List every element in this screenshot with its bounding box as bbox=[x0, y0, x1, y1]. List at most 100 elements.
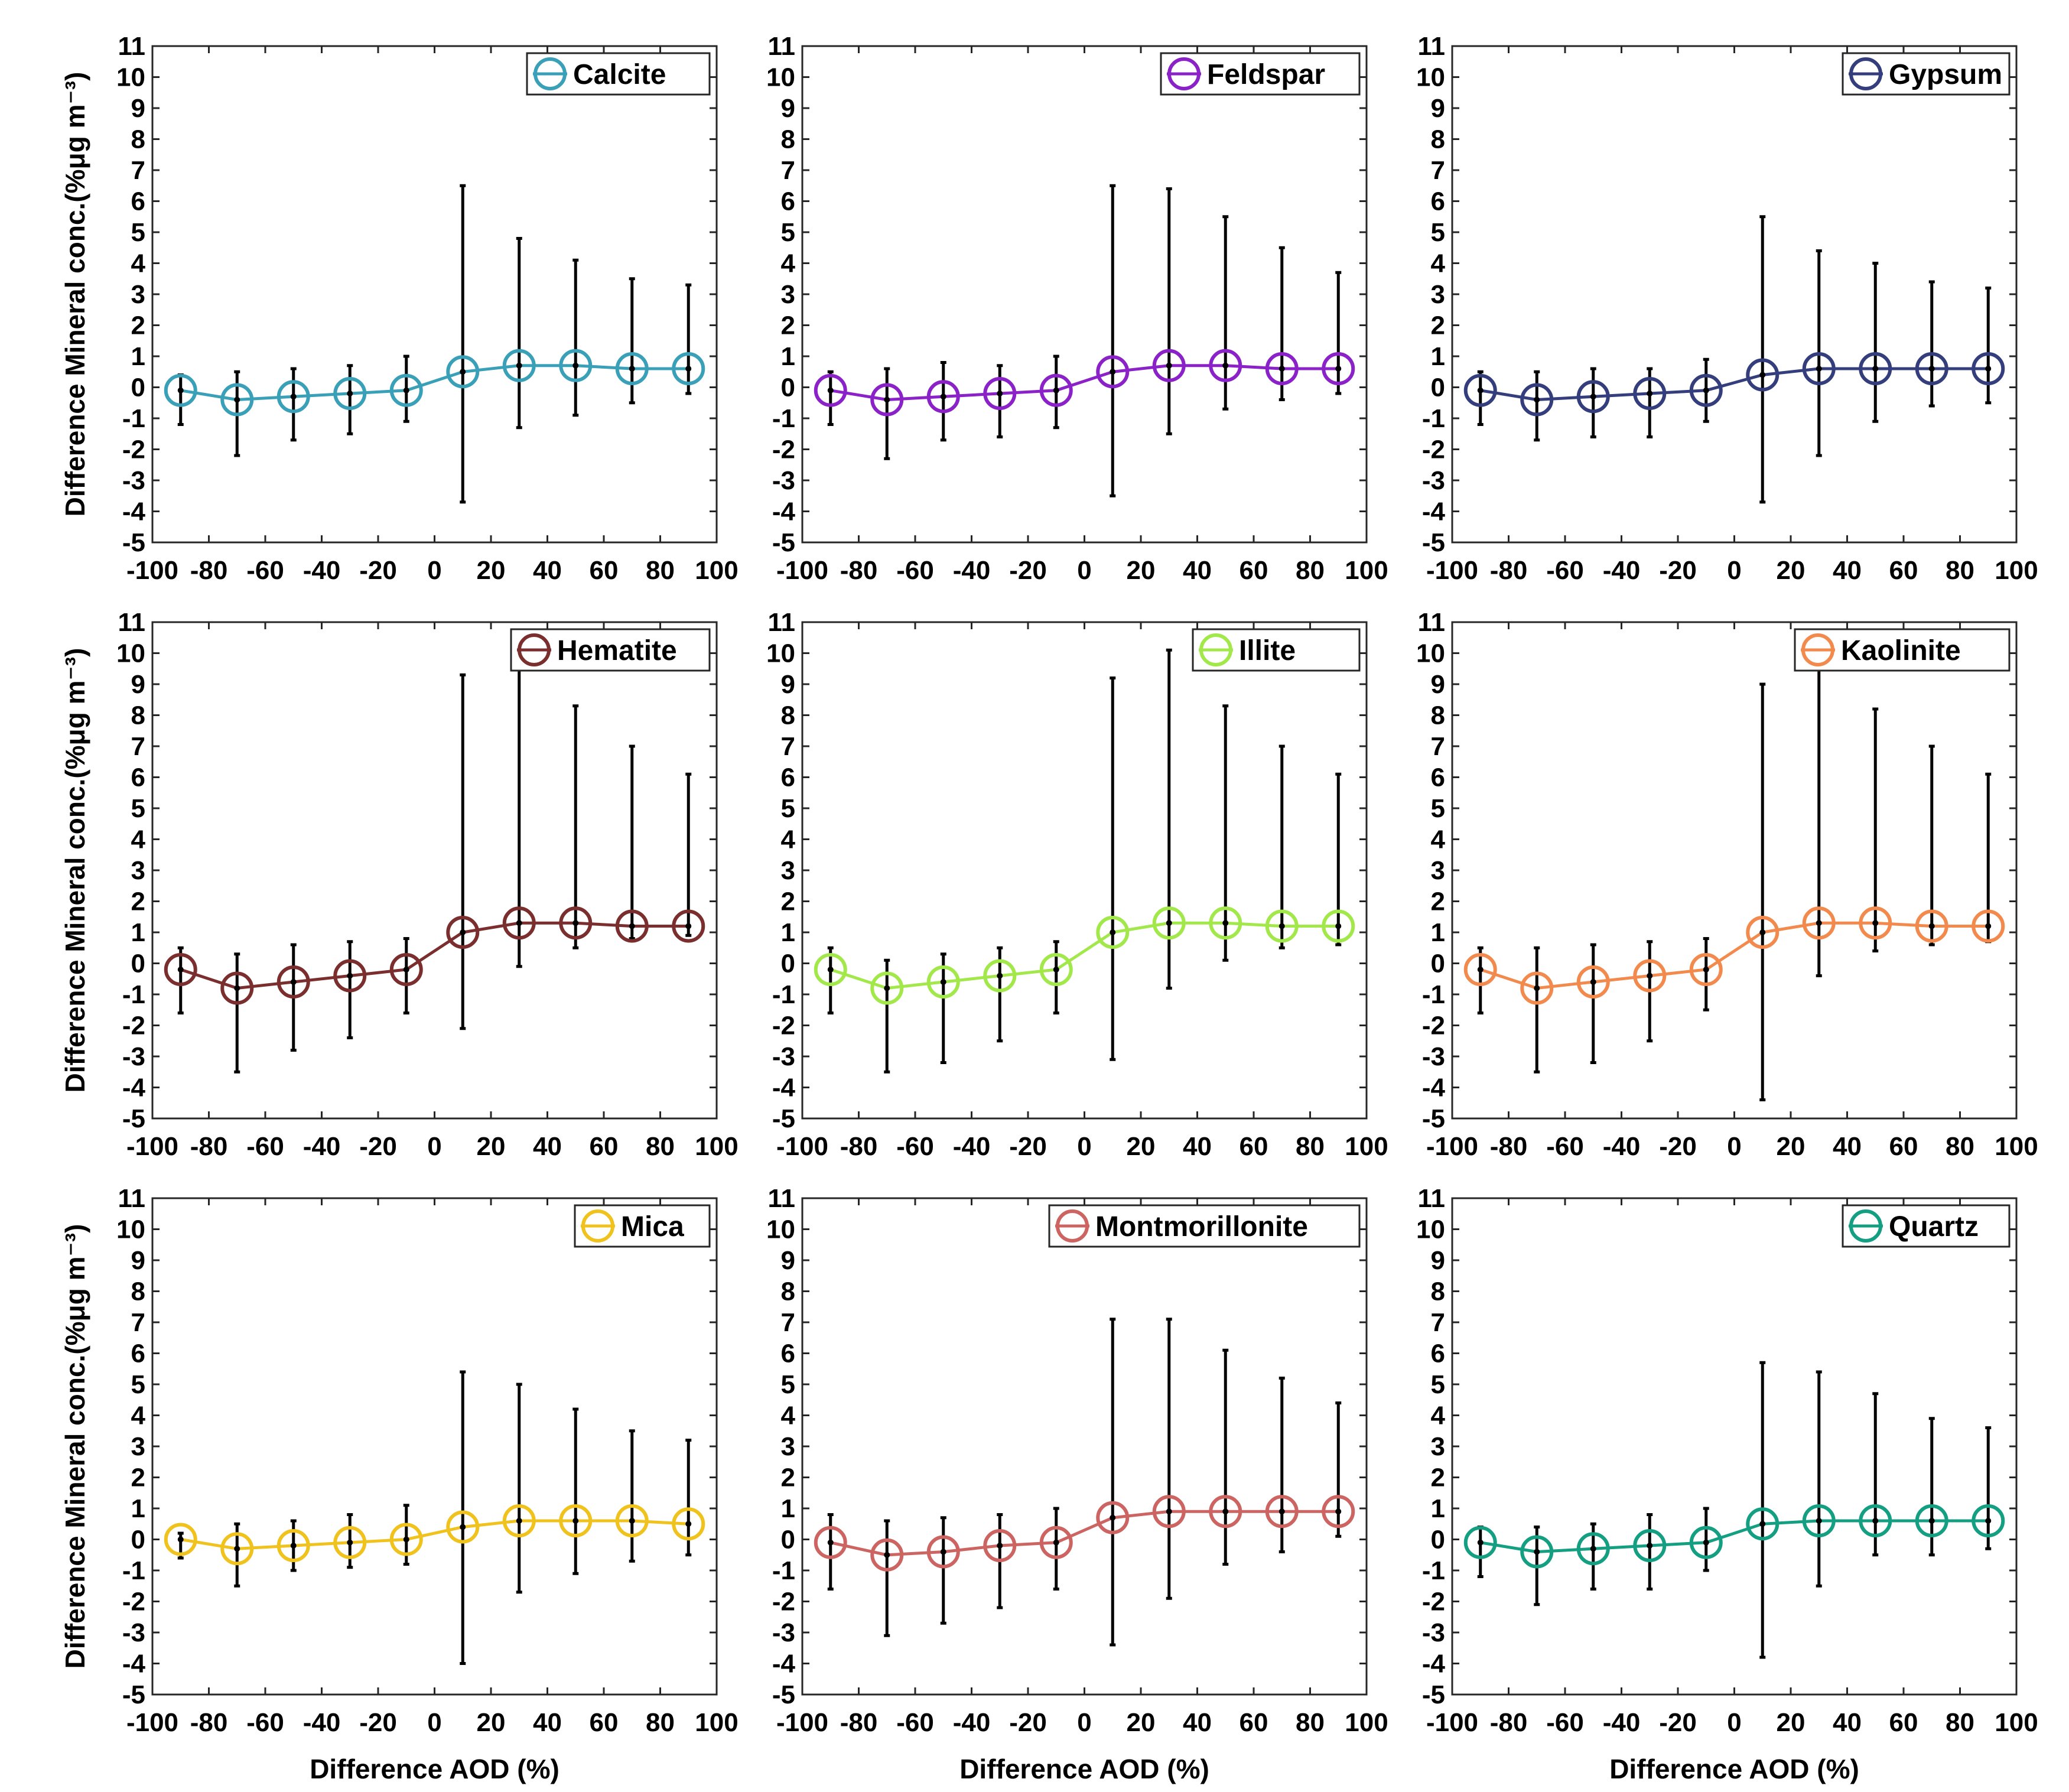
y-tick-label: 3 bbox=[131, 856, 145, 885]
x-tick-label: 80 bbox=[1946, 556, 1974, 585]
data-point bbox=[276, 1529, 310, 1562]
x-tick-label: -40 bbox=[953, 1132, 991, 1161]
x-tick-label: -100 bbox=[1426, 1708, 1478, 1737]
data-point-center bbox=[1222, 1508, 1229, 1515]
legend-feldspar: Feldspar bbox=[1160, 52, 1361, 96]
y-tick-label: 3 bbox=[781, 1432, 795, 1461]
legend-marker bbox=[533, 57, 567, 90]
y-tick-label: -3 bbox=[772, 1042, 795, 1071]
y-tick-label: 8 bbox=[1431, 125, 1445, 154]
y-tick-label: 9 bbox=[1431, 94, 1445, 123]
axes-box bbox=[151, 45, 718, 544]
x-tick-label: -60 bbox=[1546, 556, 1584, 585]
data-point bbox=[1689, 373, 1723, 407]
x-tick-label: -80 bbox=[190, 1708, 228, 1737]
x-tick-label: 40 bbox=[1833, 1132, 1862, 1161]
data-point bbox=[1859, 906, 1892, 940]
x-tick-label: -40 bbox=[1603, 1708, 1641, 1737]
x-tick-label: 40 bbox=[1183, 1708, 1212, 1737]
y-tick-label: 7 bbox=[1431, 156, 1445, 185]
series-line-hematite bbox=[180, 921, 689, 990]
y-tick-label: -3 bbox=[1422, 466, 1445, 495]
y-tick-label: 7 bbox=[781, 156, 795, 185]
data-point-center bbox=[1590, 393, 1596, 400]
y-tick-label: -5 bbox=[122, 1680, 145, 1709]
y-tick-label: 5 bbox=[131, 794, 145, 823]
x-tick-label: 20 bbox=[1127, 556, 1156, 585]
x-tick-label: -100 bbox=[776, 1132, 828, 1161]
y-tick-label: 10 bbox=[1416, 1215, 1445, 1244]
data-point-center bbox=[460, 1524, 466, 1530]
data-point bbox=[164, 953, 197, 986]
data-point bbox=[276, 965, 310, 999]
error-bar bbox=[572, 258, 579, 417]
data-point bbox=[164, 1523, 197, 1556]
y-tick-label: -2 bbox=[122, 1588, 145, 1617]
y-tick-label: 11 bbox=[767, 608, 795, 637]
error-bar bbox=[1166, 648, 1172, 990]
data-point bbox=[1152, 349, 1186, 382]
x-tick-label: 0 bbox=[427, 556, 441, 585]
y-tick-label: 1 bbox=[1431, 1494, 1445, 1523]
data-point bbox=[1576, 1532, 1610, 1566]
data-point bbox=[1265, 1495, 1299, 1528]
error-bar bbox=[1279, 1377, 1285, 1553]
x-tick-label: 80 bbox=[1946, 1132, 1974, 1161]
data-point bbox=[1689, 1526, 1723, 1559]
y-tick-label: 0 bbox=[131, 373, 145, 402]
data-point-center bbox=[940, 979, 946, 985]
data-point-center bbox=[685, 923, 692, 929]
y-tick-label: -3 bbox=[1422, 1042, 1445, 1071]
y-tick-label: 8 bbox=[131, 701, 145, 730]
y-tick-label: 2 bbox=[781, 887, 795, 916]
x-tick-label: 20 bbox=[1777, 1132, 1806, 1161]
y-tick-label: 4 bbox=[131, 825, 146, 854]
x-tick-label: -80 bbox=[840, 1132, 878, 1161]
data-point bbox=[1096, 916, 1130, 949]
y-tick-label: 3 bbox=[781, 856, 795, 885]
y-tick-label: 10 bbox=[116, 63, 145, 92]
x-tick-label: -60 bbox=[896, 1708, 934, 1737]
y-tick-label: 2 bbox=[131, 311, 145, 340]
legend-mica: Mica bbox=[574, 1204, 711, 1248]
data-point-center bbox=[1985, 1518, 1992, 1524]
error-bar bbox=[940, 952, 946, 1064]
data-point-center bbox=[1166, 1508, 1172, 1515]
data-point-center bbox=[1222, 362, 1229, 369]
data-point-center bbox=[1477, 967, 1484, 973]
data-point-center bbox=[827, 967, 834, 973]
error-bar bbox=[1928, 1417, 1935, 1557]
x-tick-label: 20 bbox=[1777, 556, 1806, 585]
x-tick-label: -40 bbox=[303, 556, 341, 585]
x-tick-label: -80 bbox=[1490, 556, 1528, 585]
data-point bbox=[1802, 352, 1836, 385]
data-point bbox=[1322, 1495, 1355, 1528]
y-tick-label: 4 bbox=[131, 249, 146, 278]
legend-montmorillonite: Montmorillonite bbox=[1048, 1204, 1361, 1248]
x-tick-label: 0 bbox=[1727, 556, 1741, 585]
y-tick-label: 11 bbox=[118, 608, 145, 637]
y-tick-label: -3 bbox=[122, 1042, 145, 1071]
error-bar bbox=[629, 744, 635, 940]
error-bar bbox=[177, 946, 184, 1014]
x-tick-label: 20 bbox=[477, 1708, 506, 1737]
error-bar bbox=[516, 237, 522, 430]
y-tick-label: -1 bbox=[1422, 980, 1445, 1009]
data-point bbox=[615, 909, 649, 943]
y-tick-label: -4 bbox=[772, 497, 796, 526]
error-bar bbox=[629, 1429, 635, 1563]
x-tick-label: 80 bbox=[1296, 1708, 1325, 1737]
x-tick-label: 0 bbox=[1727, 1708, 1741, 1737]
data-point-center bbox=[572, 920, 579, 926]
x-axis-label: Difference AOD (%) bbox=[1609, 1754, 1859, 1784]
data-point bbox=[446, 1510, 480, 1544]
data-point bbox=[1633, 1529, 1667, 1562]
y-tick-label: 8 bbox=[131, 1277, 145, 1306]
y-tick-label: -4 bbox=[772, 1650, 796, 1679]
data-point-center bbox=[629, 923, 635, 929]
legend-gypsum: Gypsum bbox=[1842, 52, 2011, 96]
